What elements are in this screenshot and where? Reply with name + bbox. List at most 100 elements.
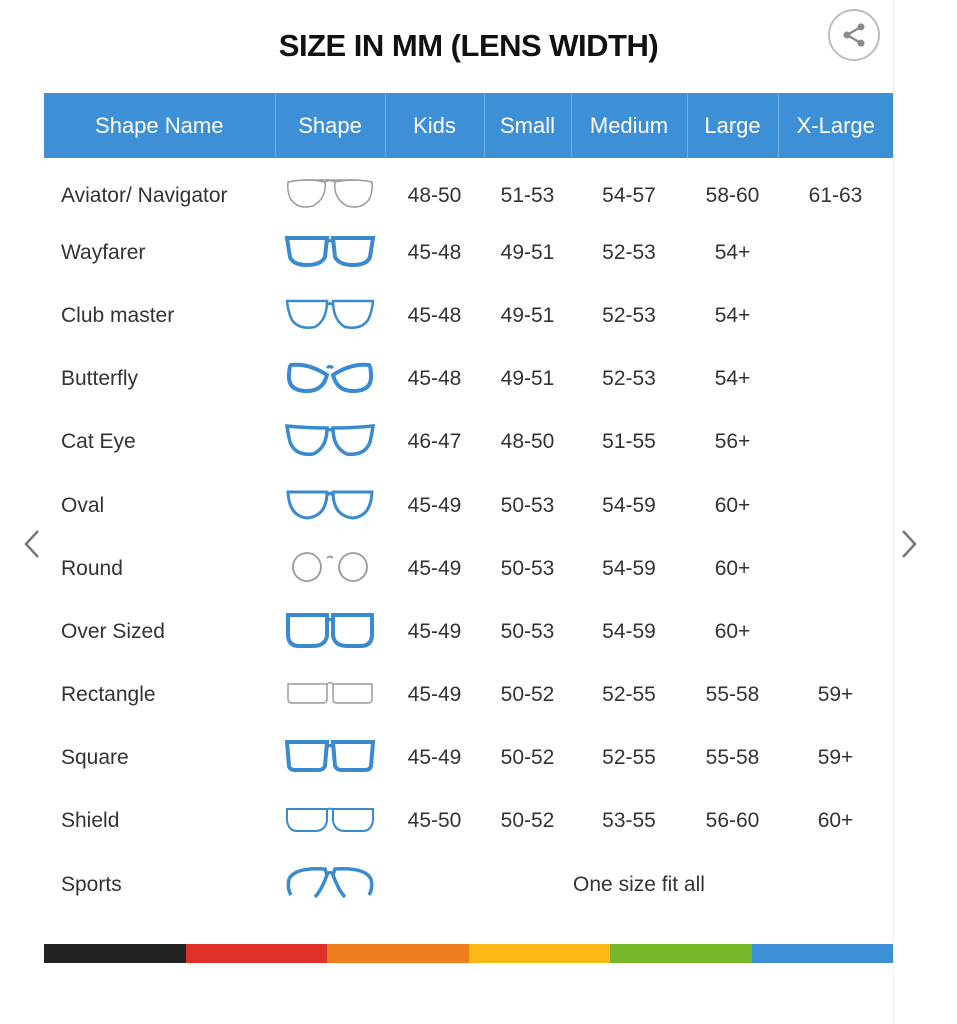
size-xlarge (778, 411, 893, 474)
glasses-sports-icon (286, 866, 374, 898)
size-small: 50-53 (500, 556, 555, 580)
size-medium: 52-53 (602, 240, 656, 264)
glasses-shield-icon (286, 807, 374, 833)
table-row: Square 45-49 50-52 52-55 55-58 59+ (44, 727, 893, 790)
table-row: Aviator/ Navigator 48-50 51-53 54-57 58-60 61… (44, 158, 893, 221)
glasses-wayfarer-icon (284, 235, 376, 267)
glasses-butterfly-icon (286, 362, 374, 394)
shape-image (275, 158, 385, 221)
size-large: 55-58 (705, 683, 760, 707)
size-xlarge (778, 221, 893, 284)
header-x-large: X-Large (778, 93, 893, 158)
size-xlarge: 61-63 (808, 183, 863, 207)
size-small: 49-51 (500, 303, 555, 327)
shape-name: Club master (61, 303, 175, 327)
color-bar (44, 944, 893, 963)
size-medium: 53-55 (602, 809, 656, 833)
size-kids: 45-49 (407, 493, 462, 517)
prev-button[interactable] (20, 527, 44, 561)
size-large: 54+ (714, 367, 751, 391)
glasses-square-icon (284, 740, 376, 773)
table-row: Wayfarer 45-48 49-51 52-53 54+ (44, 221, 893, 284)
shape-name: Wayfarer (61, 240, 146, 264)
size-xlarge (778, 474, 893, 537)
shape-name: Over Sized (61, 619, 165, 643)
size-small: 50-53 (500, 619, 555, 643)
size-kids: 45-49 (407, 556, 462, 580)
size-kids: 45-49 (407, 683, 462, 707)
table-row: Shield 45-50 50-52 53-55 56-60 60+ (44, 790, 893, 853)
size-small: 48-50 (500, 430, 555, 454)
header-medium: Medium (571, 93, 688, 158)
table-row: Over Sized 45-49 50-53 54-59 60+ (44, 600, 893, 663)
size-kids: 45-48 (407, 303, 462, 327)
glasses-oval-icon (286, 490, 374, 520)
size-small: 49-51 (500, 240, 555, 264)
glasses-cateye-icon (284, 424, 376, 457)
size-kids: 45-48 (407, 367, 462, 391)
size-medium: 52-53 (602, 303, 656, 327)
table-header-row: Shape Name Shape Kids Small Medium Large… (44, 93, 893, 158)
shape-name: Oval (61, 493, 105, 517)
size-kids: 45-48 (407, 240, 462, 264)
glasses-rectangle-icon (287, 681, 373, 704)
shape-image (275, 853, 385, 916)
share-icon (843, 23, 865, 47)
size-xlarge (778, 537, 893, 600)
shape-name: Sports (61, 872, 122, 896)
right-margin (893, 0, 957, 1024)
table-row: Butterfly 45-48 49-51 52-53 54+ (44, 348, 893, 411)
size-kids: 46-47 (407, 430, 462, 454)
table-row: Oval 45-49 50-53 54-59 60+ (44, 474, 893, 537)
size-large: 54+ (714, 303, 751, 327)
table-row: Sports One size fit all (44, 853, 893, 916)
size-large: 56+ (714, 430, 751, 454)
color-bar-segment (185, 944, 327, 963)
shape-image (275, 727, 385, 790)
color-bar-segment (468, 944, 610, 963)
shape-name: Shield (61, 809, 120, 833)
shape-name: Aviator/ Navigator (61, 183, 228, 207)
header-shape-name: Shape Name (44, 93, 276, 158)
size-medium: 54-57 (602, 183, 656, 207)
size-large: 60+ (714, 556, 751, 580)
header-small: Small (484, 93, 572, 158)
shape-image (275, 664, 385, 727)
glasses-aviator-icon (287, 178, 373, 208)
size-xlarge (778, 284, 893, 347)
header-shape: Shape (275, 93, 386, 158)
size-small: 49-51 (500, 367, 555, 391)
size-kids: 45-49 (407, 746, 462, 770)
size-xlarge: 59+ (817, 683, 854, 707)
size-large: 55-58 (705, 746, 760, 770)
shape-image (275, 474, 385, 537)
glasses-oversized-icon (286, 612, 374, 648)
color-bar-segment (610, 944, 752, 963)
size-xlarge (778, 600, 893, 663)
shape-image (275, 221, 385, 284)
size-table: Shape Name Shape Kids Small Medium Large… (44, 93, 893, 916)
size-medium: 52-55 (602, 746, 656, 770)
size-medium: 51-55 (602, 430, 656, 454)
one-size-note: One size fit all (573, 872, 705, 896)
size-medium: 52-55 (602, 683, 656, 707)
header-large: Large (687, 93, 779, 158)
glasses-round-icon (292, 551, 368, 582)
header-kids: Kids (385, 93, 485, 158)
size-large: 60+ (714, 619, 751, 643)
share-button[interactable] (828, 9, 880, 61)
size-small: 51-53 (500, 183, 555, 207)
shape-name: Round (61, 556, 123, 580)
shape-image (275, 790, 385, 853)
shape-name: Square (61, 746, 129, 770)
size-kids: 45-49 (407, 619, 462, 643)
table-row: Cat Eye 46-47 48-50 51-55 56+ (44, 411, 893, 474)
color-bar-segment (44, 944, 186, 963)
size-xlarge (778, 348, 893, 411)
size-large: 54+ (714, 240, 751, 264)
size-medium: 54-59 (602, 619, 656, 643)
size-medium: 54-59 (602, 493, 656, 517)
color-bar-segment (327, 944, 469, 963)
shape-name: Cat Eye (61, 430, 136, 454)
next-button[interactable] (897, 527, 921, 561)
